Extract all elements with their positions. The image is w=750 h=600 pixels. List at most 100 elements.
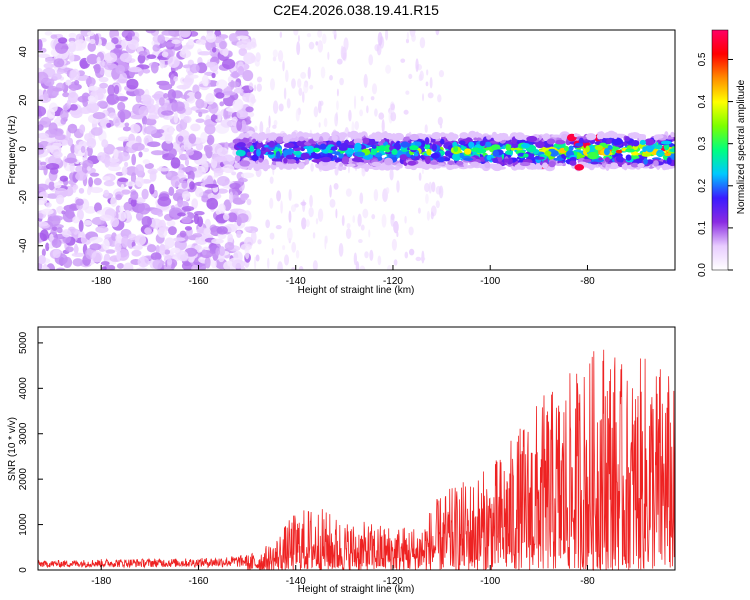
spectrogram-cell — [563, 145, 569, 152]
spectrogram-cell — [219, 101, 225, 107]
spectrogram-cell — [426, 69, 429, 76]
spectrogram-cell — [295, 108, 300, 122]
snr-ticks: -180 -160 -140 -120 -100 -80 0 1000 2000 3000 4000… — [18, 331, 595, 587]
spectrogram-cell — [269, 78, 276, 91]
spectrogram-cell — [272, 49, 278, 58]
spectrogram-cell — [333, 183, 339, 190]
spectrogram-cell — [277, 261, 283, 270]
spectrogram-cell — [317, 208, 324, 222]
spectrogram-cell — [526, 135, 538, 143]
spectrogram-cell — [101, 139, 109, 148]
spectrogram-cell — [130, 172, 137, 185]
spectrogram-cell — [204, 256, 211, 269]
spectrogram-cell — [384, 132, 394, 140]
y-tick-label: 20 — [18, 94, 29, 106]
spectrogram-cell — [359, 109, 364, 117]
spectrogram-cell — [643, 158, 648, 165]
spectrogram-cell — [430, 152, 440, 159]
spectrogram-cell — [43, 63, 55, 69]
spectrogram-cell — [108, 112, 117, 119]
spectrogram-cell — [188, 133, 197, 144]
spectrogram-cell — [161, 110, 174, 116]
spectrogram-cell — [353, 95, 357, 110]
spectrogram-cell — [611, 137, 623, 146]
spectrogram-cell — [144, 162, 155, 170]
spectrogram-cell — [387, 265, 392, 270]
spectrogram-cell — [255, 254, 260, 262]
spectrogram-cell — [78, 220, 84, 232]
spectrogram-cell — [212, 168, 225, 174]
spectrogram-cell — [297, 162, 305, 170]
spectrogram-cell — [52, 249, 61, 258]
spectrogram-cell — [130, 190, 139, 201]
spectrogram-cell — [629, 132, 641, 139]
spectrogram-cell — [116, 263, 124, 269]
spectrogram-cell — [293, 150, 302, 156]
spectrogram-cell — [251, 154, 259, 161]
spectrogram-cell — [72, 258, 84, 267]
spectrogram-cell — [50, 34, 58, 40]
spectrogram-cell — [574, 142, 584, 147]
spectrogram-cell — [585, 163, 597, 169]
spectrogram-cell — [72, 216, 80, 224]
spectrogram-cell — [585, 145, 590, 153]
spectrogram-cell — [38, 254, 46, 265]
spectrogram-cell — [391, 238, 397, 251]
spectrogram-cell — [98, 76, 109, 83]
spectrogram-cell — [631, 140, 640, 147]
y-tick-label: 2000 — [18, 468, 29, 491]
spectrogram-cell — [624, 136, 630, 142]
spectrogram-cell — [644, 138, 655, 146]
spectrogram-cell — [54, 134, 66, 141]
x-tick-label: -140 — [286, 576, 306, 587]
spectrogram-cell — [282, 149, 292, 157]
spectrogram-cell — [180, 94, 190, 99]
spectrogram-cell — [610, 162, 619, 168]
spectrogram-cell — [370, 96, 375, 101]
spectrogram-cell — [131, 142, 145, 152]
spectrogram-cell — [318, 136, 324, 144]
spectrogram-cell — [307, 66, 311, 80]
spectrogram-cell — [113, 84, 120, 95]
spectrogram-cell — [85, 36, 92, 42]
spectrogram-cell — [371, 161, 382, 167]
spectrogram-x-label: Height of straight line (km) — [298, 285, 415, 296]
spectrogram-cell — [222, 58, 236, 70]
spectrogram-cell — [409, 133, 420, 141]
spectrogram-cell — [38, 183, 49, 191]
spectrogram-cell — [275, 150, 281, 159]
spectrogram-cell — [456, 160, 464, 166]
spectrogram-cell — [298, 87, 303, 96]
spectrogram-cell — [83, 220, 93, 226]
spectrogram-cell — [177, 169, 185, 177]
spectrogram-cell — [341, 215, 345, 227]
spectrogram-cell — [368, 54, 374, 66]
spectrogram-cell — [349, 130, 359, 139]
spectrogram-cell — [227, 81, 240, 88]
spectrogram-cell — [327, 51, 330, 61]
spectrogram-cell — [206, 134, 215, 146]
spectrogram-cell — [405, 90, 410, 95]
spectrogram-cell — [38, 221, 49, 227]
spectrogram-cell — [323, 117, 328, 128]
spectrogram-cell — [607, 145, 613, 150]
spectrogram-cell — [142, 97, 155, 107]
spectrogram-cell — [123, 201, 133, 212]
spectrogram-cell — [548, 160, 556, 168]
spectrogram-cell — [156, 129, 165, 134]
spectrogram-cell — [54, 41, 69, 54]
spectrogram-cell — [51, 238, 62, 249]
spectrogram-cell — [102, 239, 110, 251]
spectrogram-cell — [41, 266, 50, 270]
spectrogram-cell — [74, 39, 87, 51]
spectrogram-cell — [137, 54, 146, 64]
spectrogram-cell — [166, 219, 176, 227]
spectrogram-cell — [424, 137, 430, 145]
spectrogram-cell — [418, 172, 422, 181]
spectrogram-cell — [239, 160, 251, 167]
spectrogram-cell — [229, 191, 234, 204]
spectrogram-cell — [642, 146, 647, 153]
spectrogram-cell — [95, 225, 109, 234]
spectrogram-cell — [38, 105, 47, 117]
spectrogram-cell — [437, 94, 442, 103]
